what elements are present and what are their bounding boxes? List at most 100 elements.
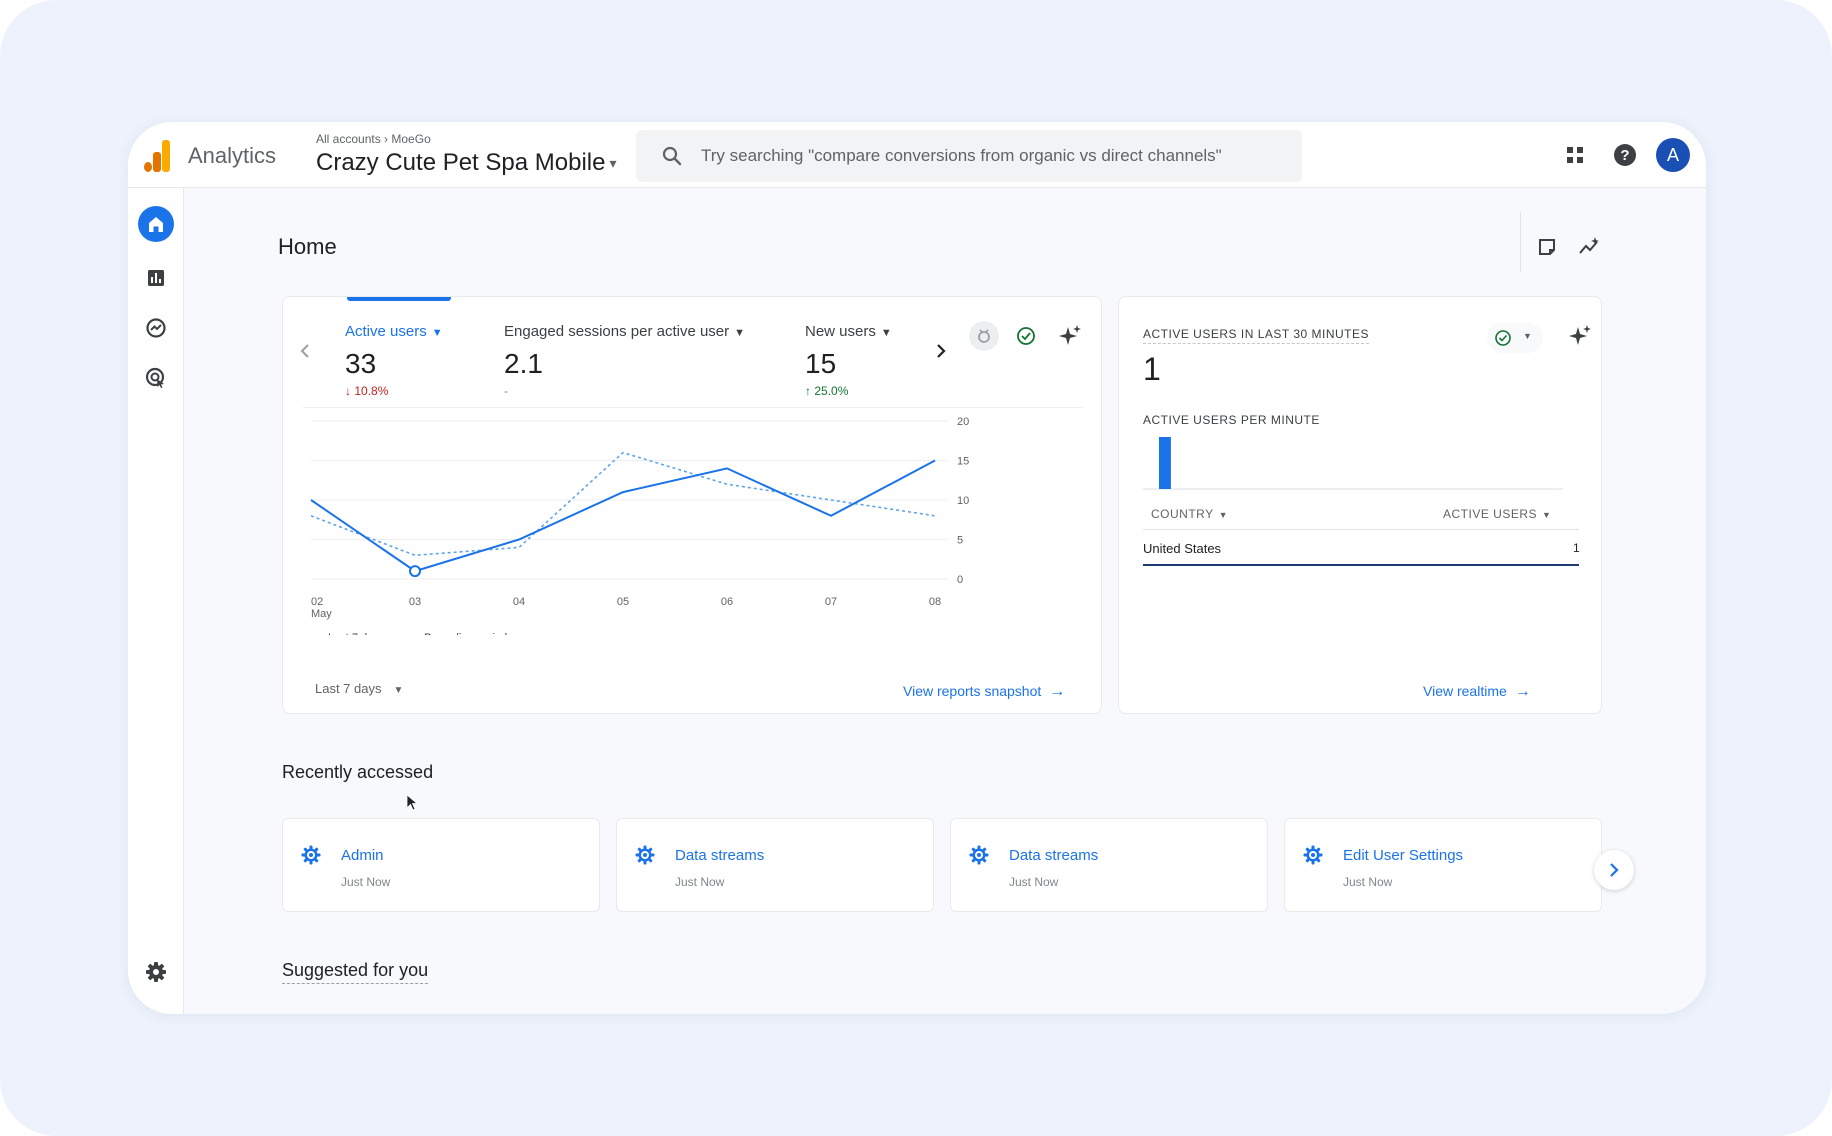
chevron-left-icon[interactable] (295, 339, 315, 363)
reports-icon[interactable] (138, 260, 174, 296)
chevron-right-icon (1610, 863, 1619, 877)
legend-entry: Last 7 days (328, 632, 385, 635)
sparkle-icon[interactable] (1055, 321, 1085, 351)
chevron-right-icon[interactable] (931, 339, 951, 363)
x-tick-label: 08 (929, 596, 941, 608)
x-tick-label: 06 (721, 596, 733, 608)
home-icon[interactable] (138, 206, 174, 242)
view-realtime-link[interactable]: View realtime → (1423, 683, 1531, 701)
y-tick-label: 15 (957, 456, 969, 468)
country-share-bar (1143, 564, 1579, 566)
chevron-down-icon: ▼ (431, 327, 443, 339)
recently-accessed-title: Recently accessed (282, 762, 434, 782)
metric-change: - (504, 384, 508, 398)
search-bar[interactable]: Try searching "compare conversions from … (636, 130, 1302, 182)
apps-grid-icon[interactable] (1560, 140, 1590, 170)
breadcrumb-accounts[interactable]: All accounts (316, 132, 381, 146)
per-minute-label: ACTIVE USERS PER MINUTE (1143, 413, 1320, 427)
recent-item-label: Data streams (1009, 847, 1099, 864)
metric-label: Active users (345, 323, 427, 340)
x-tick-label: 04 (513, 596, 525, 608)
table-divider (1143, 529, 1579, 530)
page-title: Home (278, 234, 337, 259)
recent-item[interactable]: Edit User Settings Just Now (1284, 818, 1602, 912)
metric-engaged-sessions[interactable]: Engaged sessions per active user ▼ 2.1 - (504, 323, 745, 398)
x-tick-sublabel: May (311, 608, 332, 620)
date-range-label: Last 7 days (315, 681, 382, 696)
suggested-for-you-title: Suggested for you (282, 960, 429, 984)
y-tick-label: 5 (957, 535, 963, 547)
x-tick-label: 05 (617, 596, 629, 608)
y-tick-label: 20 (957, 416, 969, 428)
metric-label: Engaged sessions per active user (504, 323, 730, 340)
recent-item[interactable]: Admin Just Now (282, 818, 600, 912)
advertising-icon[interactable] (138, 360, 174, 396)
search-placeholder: Try searching "compare conversions from … (701, 146, 1222, 165)
avatar[interactable]: A (1656, 138, 1690, 172)
metric-active-users[interactable]: Active users ▼ 33 ↓ 10.8% (345, 323, 443, 398)
per-minute-bar (1159, 437, 1171, 489)
settings-gear-icon (635, 845, 655, 865)
x-tick-label: 07 (825, 596, 837, 608)
settings-gear-icon (301, 845, 321, 865)
app-name: Analytics (188, 143, 277, 168)
check-circle-icon (1495, 330, 1511, 346)
carousel-next-button[interactable] (1594, 850, 1634, 890)
link-label: View reports snapshot (903, 683, 1042, 699)
help-icon[interactable]: ? (1610, 140, 1640, 170)
analytics-logo-icon[interactable] (142, 140, 172, 172)
header-label: ACTIVE USERS (1443, 507, 1538, 521)
metric-value: 33 (345, 348, 377, 379)
property-name: Crazy Cute Pet Spa Mobile (316, 149, 606, 176)
per-minute-bar-chart (1143, 437, 1563, 490)
date-range-selector[interactable]: Last 7 days ▼ (315, 681, 403, 696)
anomaly-icon[interactable] (969, 321, 999, 351)
search-icon (662, 146, 682, 166)
y-tick-label: 10 (957, 495, 969, 507)
view-reports-snapshot-link[interactable]: View reports snapshot → (903, 683, 1065, 701)
breadcrumb[interactable]: All accounts › MoeGo (316, 132, 431, 146)
explore-icon[interactable] (138, 310, 174, 346)
metric-change: 25.0% (814, 384, 849, 398)
x-tick-label: 02 (311, 596, 323, 608)
settings-gear-icon (969, 845, 989, 865)
property-selector[interactable]: Crazy Cute Pet Spa Mobile ▾ (316, 149, 617, 177)
table-cell-users: 1 (1573, 541, 1580, 555)
x-tick-label: 03 (409, 596, 421, 608)
chevron-down-icon: ▼ (880, 327, 892, 339)
arrow-right-icon: → (1514, 683, 1531, 700)
active-tab-indicator (347, 297, 451, 301)
breadcrumb-account[interactable]: MoeGo (391, 132, 431, 146)
recent-item[interactable]: Data streams Just Now (950, 818, 1268, 912)
recent-item[interactable]: Data streams Just Now (616, 818, 934, 912)
svg-text:?: ? (1620, 147, 1629, 164)
recent-item-time: Just Now (1343, 875, 1393, 889)
recent-item-label: Admin (341, 847, 384, 864)
realtime-value: 1 (1143, 351, 1161, 387)
check-circle-icon[interactable] (1011, 321, 1041, 351)
series-line-preceding-period (310, 451, 936, 557)
sparkle-icon[interactable] (1565, 321, 1595, 351)
insights-icon[interactable] (1574, 232, 1604, 262)
customize-note-icon[interactable] (1532, 232, 1562, 262)
chevron-down-icon: ▾ (609, 155, 617, 172)
mouse-pointer-icon (406, 794, 419, 811)
overview-card: Active users ▼ 33 ↓ 10.8% Engaged session… (282, 296, 1102, 714)
realtime-status-dropdown[interactable]: ▼ (1487, 323, 1543, 353)
top-bar: Analytics All accounts › MoeGo Crazy Cut… (128, 122, 1706, 188)
active-users-column-header[interactable]: ACTIVE USERS ▼ (1443, 507, 1551, 521)
data-point-highlight (409, 565, 421, 578)
analytics-window: Analytics All accounts › MoeGo Crazy Cut… (128, 122, 1706, 1014)
settings-gear-icon[interactable] (138, 954, 174, 990)
chevron-down-icon: ▼ (1523, 331, 1532, 341)
country-column-header[interactable]: COUNTRY ▼ (1151, 507, 1228, 521)
link-label: View realtime (1423, 683, 1507, 699)
series-line-last-7-days (310, 459, 936, 573)
legend-entry: Preceding period (424, 632, 507, 635)
metric-new-users[interactable]: New users ▼ 15 ↑ 25.0% (805, 323, 892, 398)
header-label: COUNTRY (1151, 507, 1214, 521)
y-tick-label: 0 (957, 574, 963, 586)
metric-change: 10.8% (354, 384, 389, 398)
recent-item-time: Just Now (1009, 875, 1059, 889)
